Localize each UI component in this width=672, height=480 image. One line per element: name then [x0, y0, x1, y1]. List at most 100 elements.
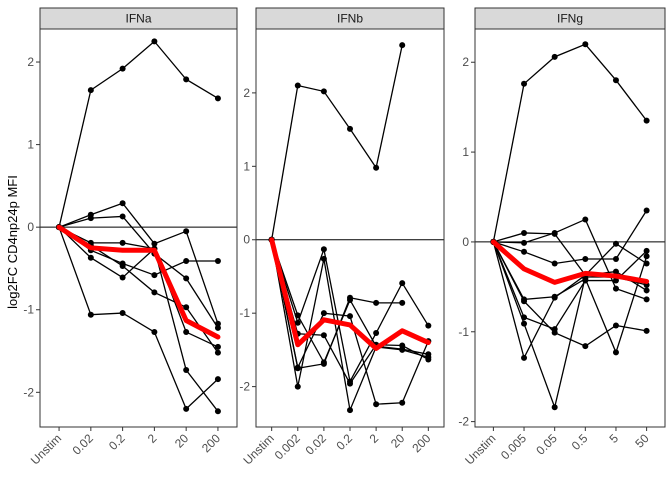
data-point	[151, 240, 158, 247]
x-tick-label: Unstim	[240, 431, 276, 467]
data-point	[582, 343, 589, 350]
series-line	[271, 45, 403, 240]
y-tick-label: 0	[462, 235, 469, 249]
data-point	[521, 296, 528, 303]
panel-ifng: IFNg -2 -1 0 1 2 Unstim 0.005 0.05 0.5 5 50	[458, 7, 666, 468]
series-line	[58, 226, 219, 412]
y-tick-label: 2	[27, 55, 34, 69]
data-point	[214, 376, 221, 383]
data-point	[214, 349, 221, 356]
x-tick-label: Unstim	[28, 431, 64, 467]
data-point	[347, 407, 353, 414]
series-line	[271, 239, 429, 384]
x-tick-label: 0.02	[303, 431, 330, 458]
data-point	[294, 312, 301, 319]
x-tick-label: 0.2	[333, 431, 355, 453]
data-point	[347, 125, 353, 132]
data-point	[119, 239, 126, 246]
data-point	[373, 330, 380, 337]
data-point	[643, 296, 650, 303]
data-point	[399, 399, 406, 406]
data-point	[521, 229, 528, 236]
data-point	[612, 77, 619, 84]
panel-border	[474, 28, 666, 428]
y-tick-label: 1	[243, 159, 250, 173]
data-point	[551, 404, 558, 411]
data-point	[551, 229, 558, 236]
data-point	[119, 65, 126, 72]
panel-border	[39, 28, 238, 428]
series-line	[58, 215, 219, 329]
series-line	[58, 40, 219, 228]
y-tick-label: 0	[243, 233, 250, 247]
x-tick-label: Unstim	[462, 431, 498, 467]
panel-border	[255, 28, 445, 428]
x-tick-label: 0.005	[498, 431, 529, 462]
y-tick-label: 1	[462, 145, 469, 159]
x-tick-label: 50	[632, 431, 652, 451]
data-point	[612, 268, 619, 275]
series-line	[58, 226, 219, 410]
data-point	[214, 95, 221, 102]
panel-title: IFNb	[337, 12, 363, 26]
data-point	[183, 329, 190, 336]
data-point	[183, 367, 190, 374]
y-tick-label: -1	[23, 303, 34, 317]
data-point	[183, 228, 190, 235]
y-tick-label: -2	[239, 380, 250, 394]
data-point	[214, 408, 221, 415]
data-point	[320, 88, 327, 95]
data-point	[320, 255, 327, 262]
data-point	[643, 287, 650, 294]
y-tick-label: -2	[458, 415, 469, 429]
data-point	[87, 254, 94, 261]
data-point	[399, 42, 406, 49]
data-point	[425, 322, 432, 329]
y-tick-label: 2	[243, 86, 250, 100]
data-point	[551, 293, 558, 300]
x-tick-label: 2	[145, 431, 160, 446]
series-line	[492, 43, 648, 243]
y-tick-label: 0	[27, 220, 34, 234]
data-point	[399, 342, 406, 349]
x-tick-label: 0.2	[106, 431, 128, 453]
x-tick-label: 0.02	[70, 431, 97, 458]
data-point	[399, 299, 406, 306]
data-point	[643, 117, 650, 124]
data-point	[521, 239, 528, 246]
y-tick-label: -1	[239, 306, 250, 320]
data-point	[347, 296, 353, 303]
data-point	[183, 405, 190, 412]
data-point	[347, 313, 353, 320]
data-point	[183, 258, 190, 265]
x-tick-label: 2	[367, 431, 382, 446]
data-point	[183, 304, 190, 311]
data-point	[582, 275, 589, 282]
data-point	[183, 275, 190, 282]
x-tick-label: 5	[606, 431, 621, 446]
data-point	[373, 164, 380, 171]
x-tick-label: 20	[172, 431, 192, 451]
x-tick-label: 0.002	[272, 431, 303, 462]
series-line	[271, 239, 429, 385]
data-point	[399, 280, 406, 287]
mean-line	[56, 224, 221, 340]
data-point	[151, 272, 158, 279]
data-point	[151, 289, 158, 296]
data-point	[320, 359, 327, 366]
y-axis-title: log2FC CD4np24p MFI	[5, 175, 20, 309]
x-tick-label: 20	[388, 431, 408, 451]
data-point	[521, 80, 528, 87]
y-tick-label: -2	[23, 385, 34, 399]
data-point	[643, 247, 650, 254]
data-point	[87, 87, 94, 94]
data-point	[612, 255, 619, 262]
x-tick-label: 200	[199, 431, 223, 455]
data-point	[551, 53, 558, 60]
data-point	[612, 285, 619, 292]
data-point	[119, 274, 126, 281]
series-line	[58, 202, 219, 324]
data-point	[320, 246, 327, 253]
